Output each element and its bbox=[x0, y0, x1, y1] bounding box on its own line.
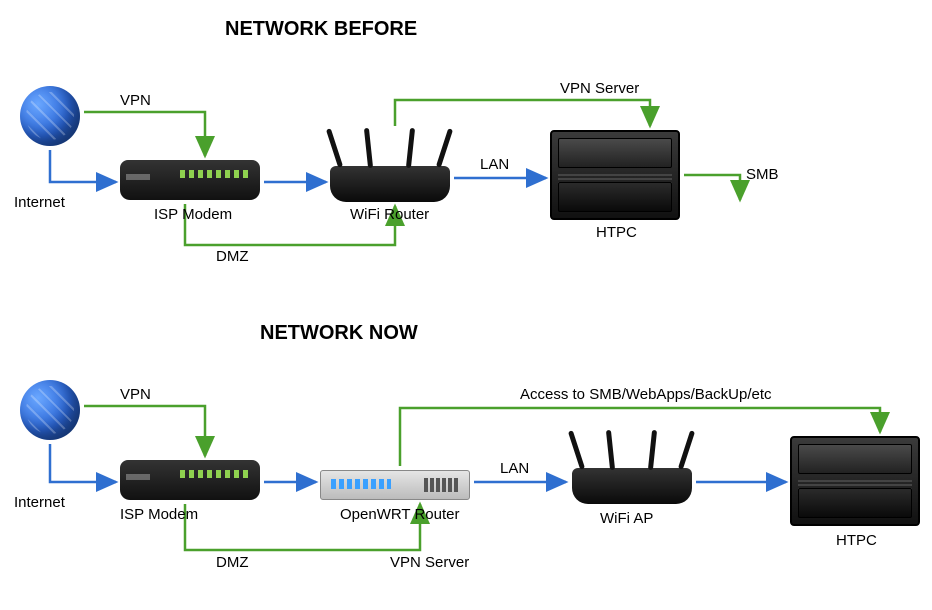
modem-node-now bbox=[120, 460, 260, 500]
label-isp-modem-now: ISP Modem bbox=[120, 506, 198, 523]
label-vpn-now: VPN bbox=[120, 386, 151, 403]
label-openwrt: OpenWRT Router bbox=[340, 506, 460, 523]
label-vpn: VPN bbox=[120, 92, 151, 109]
wifiap-node bbox=[572, 468, 692, 504]
label-vpn-server: VPN Server bbox=[560, 80, 639, 97]
label-access: Access to SMB/WebApps/BackUp/etc bbox=[520, 386, 772, 403]
title-now: NETWORK NOW bbox=[260, 322, 418, 345]
label-wifiap: WiFi AP bbox=[600, 510, 653, 527]
label-htpc-now: HTPC bbox=[836, 532, 877, 549]
label-htpc: HTPC bbox=[596, 224, 637, 241]
label-smb: SMB bbox=[746, 166, 779, 183]
label-internet-now: Internet bbox=[14, 494, 65, 511]
title-before: NETWORK BEFORE bbox=[225, 18, 417, 41]
htpc-node-now bbox=[790, 436, 920, 526]
connections-before bbox=[0, 0, 932, 300]
label-dmz-now: DMZ bbox=[216, 554, 249, 571]
globe-node bbox=[20, 86, 80, 146]
wifi-router-node bbox=[330, 166, 450, 202]
label-internet: Internet bbox=[14, 194, 65, 211]
label-lan: LAN bbox=[480, 156, 509, 173]
openwrt-node bbox=[320, 470, 470, 500]
diagram-before: NETWORK BEFORE Internet ISP Mode bbox=[0, 0, 932, 300]
label-isp-modem: ISP Modem bbox=[154, 206, 232, 223]
globe-node-now bbox=[20, 380, 80, 440]
diagram-now: NETWORK NOW Internet ISP Mode bbox=[0, 310, 932, 610]
label-dmz: DMZ bbox=[216, 248, 249, 265]
label-lan-now: LAN bbox=[500, 460, 529, 477]
label-vpn-server-now: VPN Server bbox=[390, 554, 469, 571]
label-wifi-router: WiFi Router bbox=[350, 206, 429, 223]
htpc-node bbox=[550, 130, 680, 220]
modem-node bbox=[120, 160, 260, 200]
